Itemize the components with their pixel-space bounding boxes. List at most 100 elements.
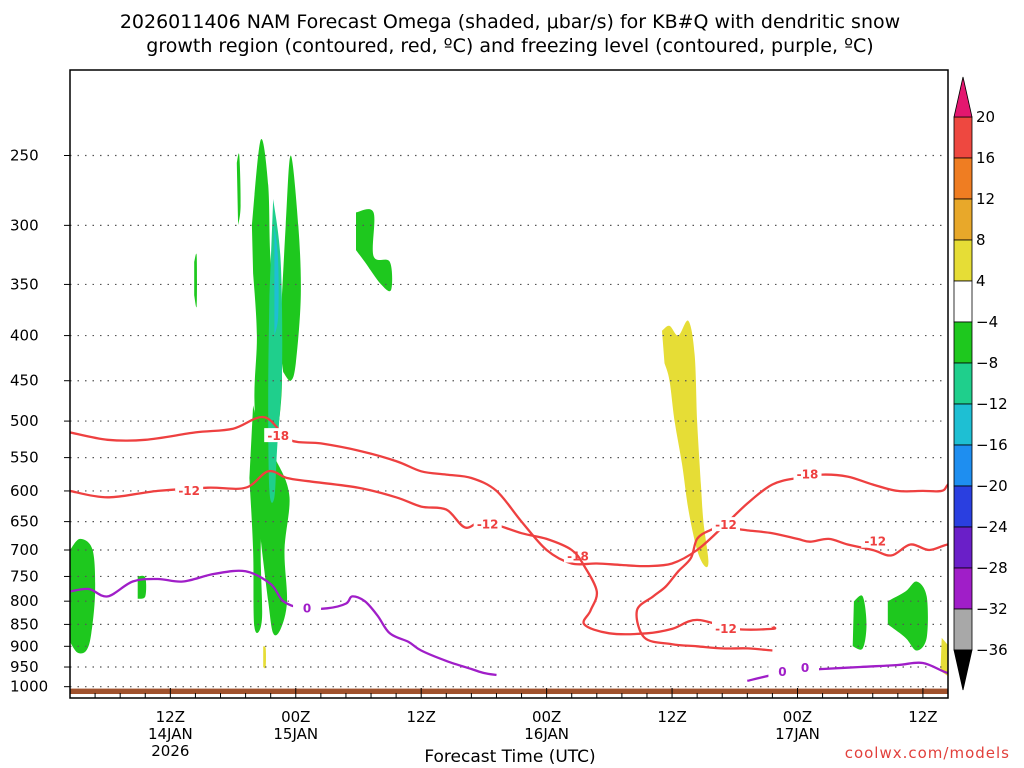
chart-title-line2: growth region (contoured, red, ºC) and f…: [146, 35, 873, 57]
dgz-contour-label-text: -12: [178, 484, 200, 498]
colorbar-tick-label: 8: [976, 231, 986, 249]
colorbar-band-5: [953, 321, 973, 364]
dgz-contour-line-2: [635, 526, 948, 652]
dgz-contour-label-text: -18: [267, 429, 289, 443]
freezing-contour-label-text: 0: [303, 601, 311, 615]
y-tick-label-650: 650: [10, 513, 39, 531]
colorbar-band-0: [953, 116, 973, 159]
x-tick-label: 12Z: [156, 708, 185, 726]
colorbar-band-12: [953, 608, 973, 651]
omega-green-small-770: [137, 575, 147, 599]
omega-green-mid-column: [255, 449, 290, 636]
omega-green-left-sliver: [236, 153, 241, 226]
colorbar-tick-label: −20: [976, 477, 1008, 495]
freezing-contour-label-bg: [293, 600, 322, 615]
omega-teal-core: [268, 198, 283, 503]
dgz-contour-label: -18: [793, 466, 822, 482]
colorbar-band-9: [953, 485, 973, 528]
omega-shading-layer: [70, 138, 948, 676]
x-tick-label: 00Z: [532, 708, 561, 726]
dgz-contour-label-bg: [711, 517, 740, 532]
x-tick-label: 12Z: [407, 708, 436, 726]
omega-green-upper-isolated: [356, 209, 393, 292]
dgz-contour-label-bg: [793, 466, 822, 481]
x-tick-label: 2026: [151, 742, 189, 760]
freezing-contour-label-text: 0: [801, 661, 809, 675]
colorbar-tick-label: −36: [976, 641, 1008, 659]
terrain-layer: [70, 688, 948, 694]
x-tick-label: 14JAN: [148, 725, 193, 743]
y-tick-label-700: 700: [10, 541, 39, 559]
y-tick-label-900: 900: [10, 637, 39, 655]
colorbar-tick-label: −28: [976, 559, 1008, 577]
colorbar-tick-label: −4: [976, 313, 998, 331]
y-tick-label-250: 250: [10, 146, 39, 164]
omega-yellow-small-910: [940, 637, 948, 676]
dgz-contour-label: -18: [264, 428, 293, 443]
dgz-contour-label-text: -18: [797, 468, 819, 482]
y-tick-label-800: 800: [10, 592, 39, 610]
plot-border: [69, 69, 949, 699]
y-tick-label-550: 550: [10, 449, 39, 467]
dgz-contour-label: -12: [711, 517, 740, 532]
dgz-contour-label-text: -12: [864, 535, 886, 549]
credit-text: coolwx.com/models: [845, 744, 1010, 762]
omega-green-small-350: [194, 253, 197, 308]
colorbar-tick-label: −32: [976, 600, 1008, 618]
colorbar-tick-label: −12: [976, 395, 1008, 413]
chart-title-line1: 2026011406 NAM Forecast Omega (shaded, μ…: [120, 11, 900, 33]
dgz-contour-label: -12: [711, 620, 740, 636]
dgz-contour-label-text: -12: [477, 518, 499, 532]
freezing-contour-line-0: [70, 569, 497, 677]
dgz-contour-label-bg: [861, 533, 890, 548]
colorbar-bottom-arrow: [953, 649, 973, 691]
colorbar-band-8: [953, 444, 973, 487]
colorbar-band-7: [953, 403, 973, 446]
terrain-fill: [70, 688, 948, 694]
freezing-contour-label: 0: [293, 600, 322, 615]
colorbar-band-6: [953, 362, 973, 405]
colorbar-tick-label: 4: [976, 272, 986, 290]
dgz-contour-label-text: -12: [715, 622, 737, 636]
omega-yellow-small-940: [263, 646, 266, 669]
y-tick-label-400: 400: [10, 327, 39, 345]
y-tick-label-850: 850: [10, 615, 39, 633]
colorbar-top-arrow: [953, 76, 973, 118]
y-tick-label-450: 450: [10, 372, 39, 390]
y-tick-label-950: 950: [10, 658, 39, 676]
colorbar-tick-label: −16: [976, 436, 1008, 454]
colorbar-band-2: [953, 198, 973, 241]
x-tick-label: 12Z: [908, 708, 937, 726]
x-tick-label: 00Z: [783, 708, 812, 726]
x-tick-label: 00Z: [281, 708, 310, 726]
y-tick-label-750: 750: [10, 567, 39, 585]
omega-cyan-core: [274, 225, 279, 336]
x-tick-label: 12Z: [657, 708, 686, 726]
colorbar-tick-label: 20: [976, 108, 995, 126]
colorbar-band-3: [953, 239, 973, 282]
colorbar-tick-label: −24: [976, 518, 1008, 536]
colorbar-tick-label: 12: [976, 190, 995, 208]
colorbar-band-1: [953, 157, 973, 200]
dgz-contour-label: -12: [861, 533, 890, 549]
omega-green-upper-right: [279, 155, 301, 381]
y-axis: 250 300 350 400 450 500 550 600 650 700 750 800 850 9…: [10, 146, 70, 696]
colorbar-tick-label: −8: [976, 354, 998, 372]
dgz-contour-label-bg: [175, 482, 204, 497]
freezing-contour-label-text: 0: [778, 665, 786, 679]
dgz-contour-label: -12: [473, 516, 502, 532]
y-tick-label-600: 600: [10, 482, 39, 500]
omega-green-far-left: [70, 538, 96, 654]
colorbar-tick-label: 16: [976, 149, 995, 167]
dgz-contour-line-1: [70, 469, 777, 636]
y-tick-label-300: 300: [10, 216, 39, 234]
dgz-contour-label-bg: [264, 428, 293, 443]
colorbar: 20 16 12 8 4 −4 −8 −12 −16 −20 −24 −28 −32 −36: [953, 76, 1008, 691]
colorbar-band-10: [953, 526, 973, 569]
x-axis-label: Forecast Time (UTC): [424, 747, 595, 767]
x-tick-label: 15JAN: [273, 725, 318, 743]
y-tick-label-1000: 1000: [10, 678, 48, 696]
